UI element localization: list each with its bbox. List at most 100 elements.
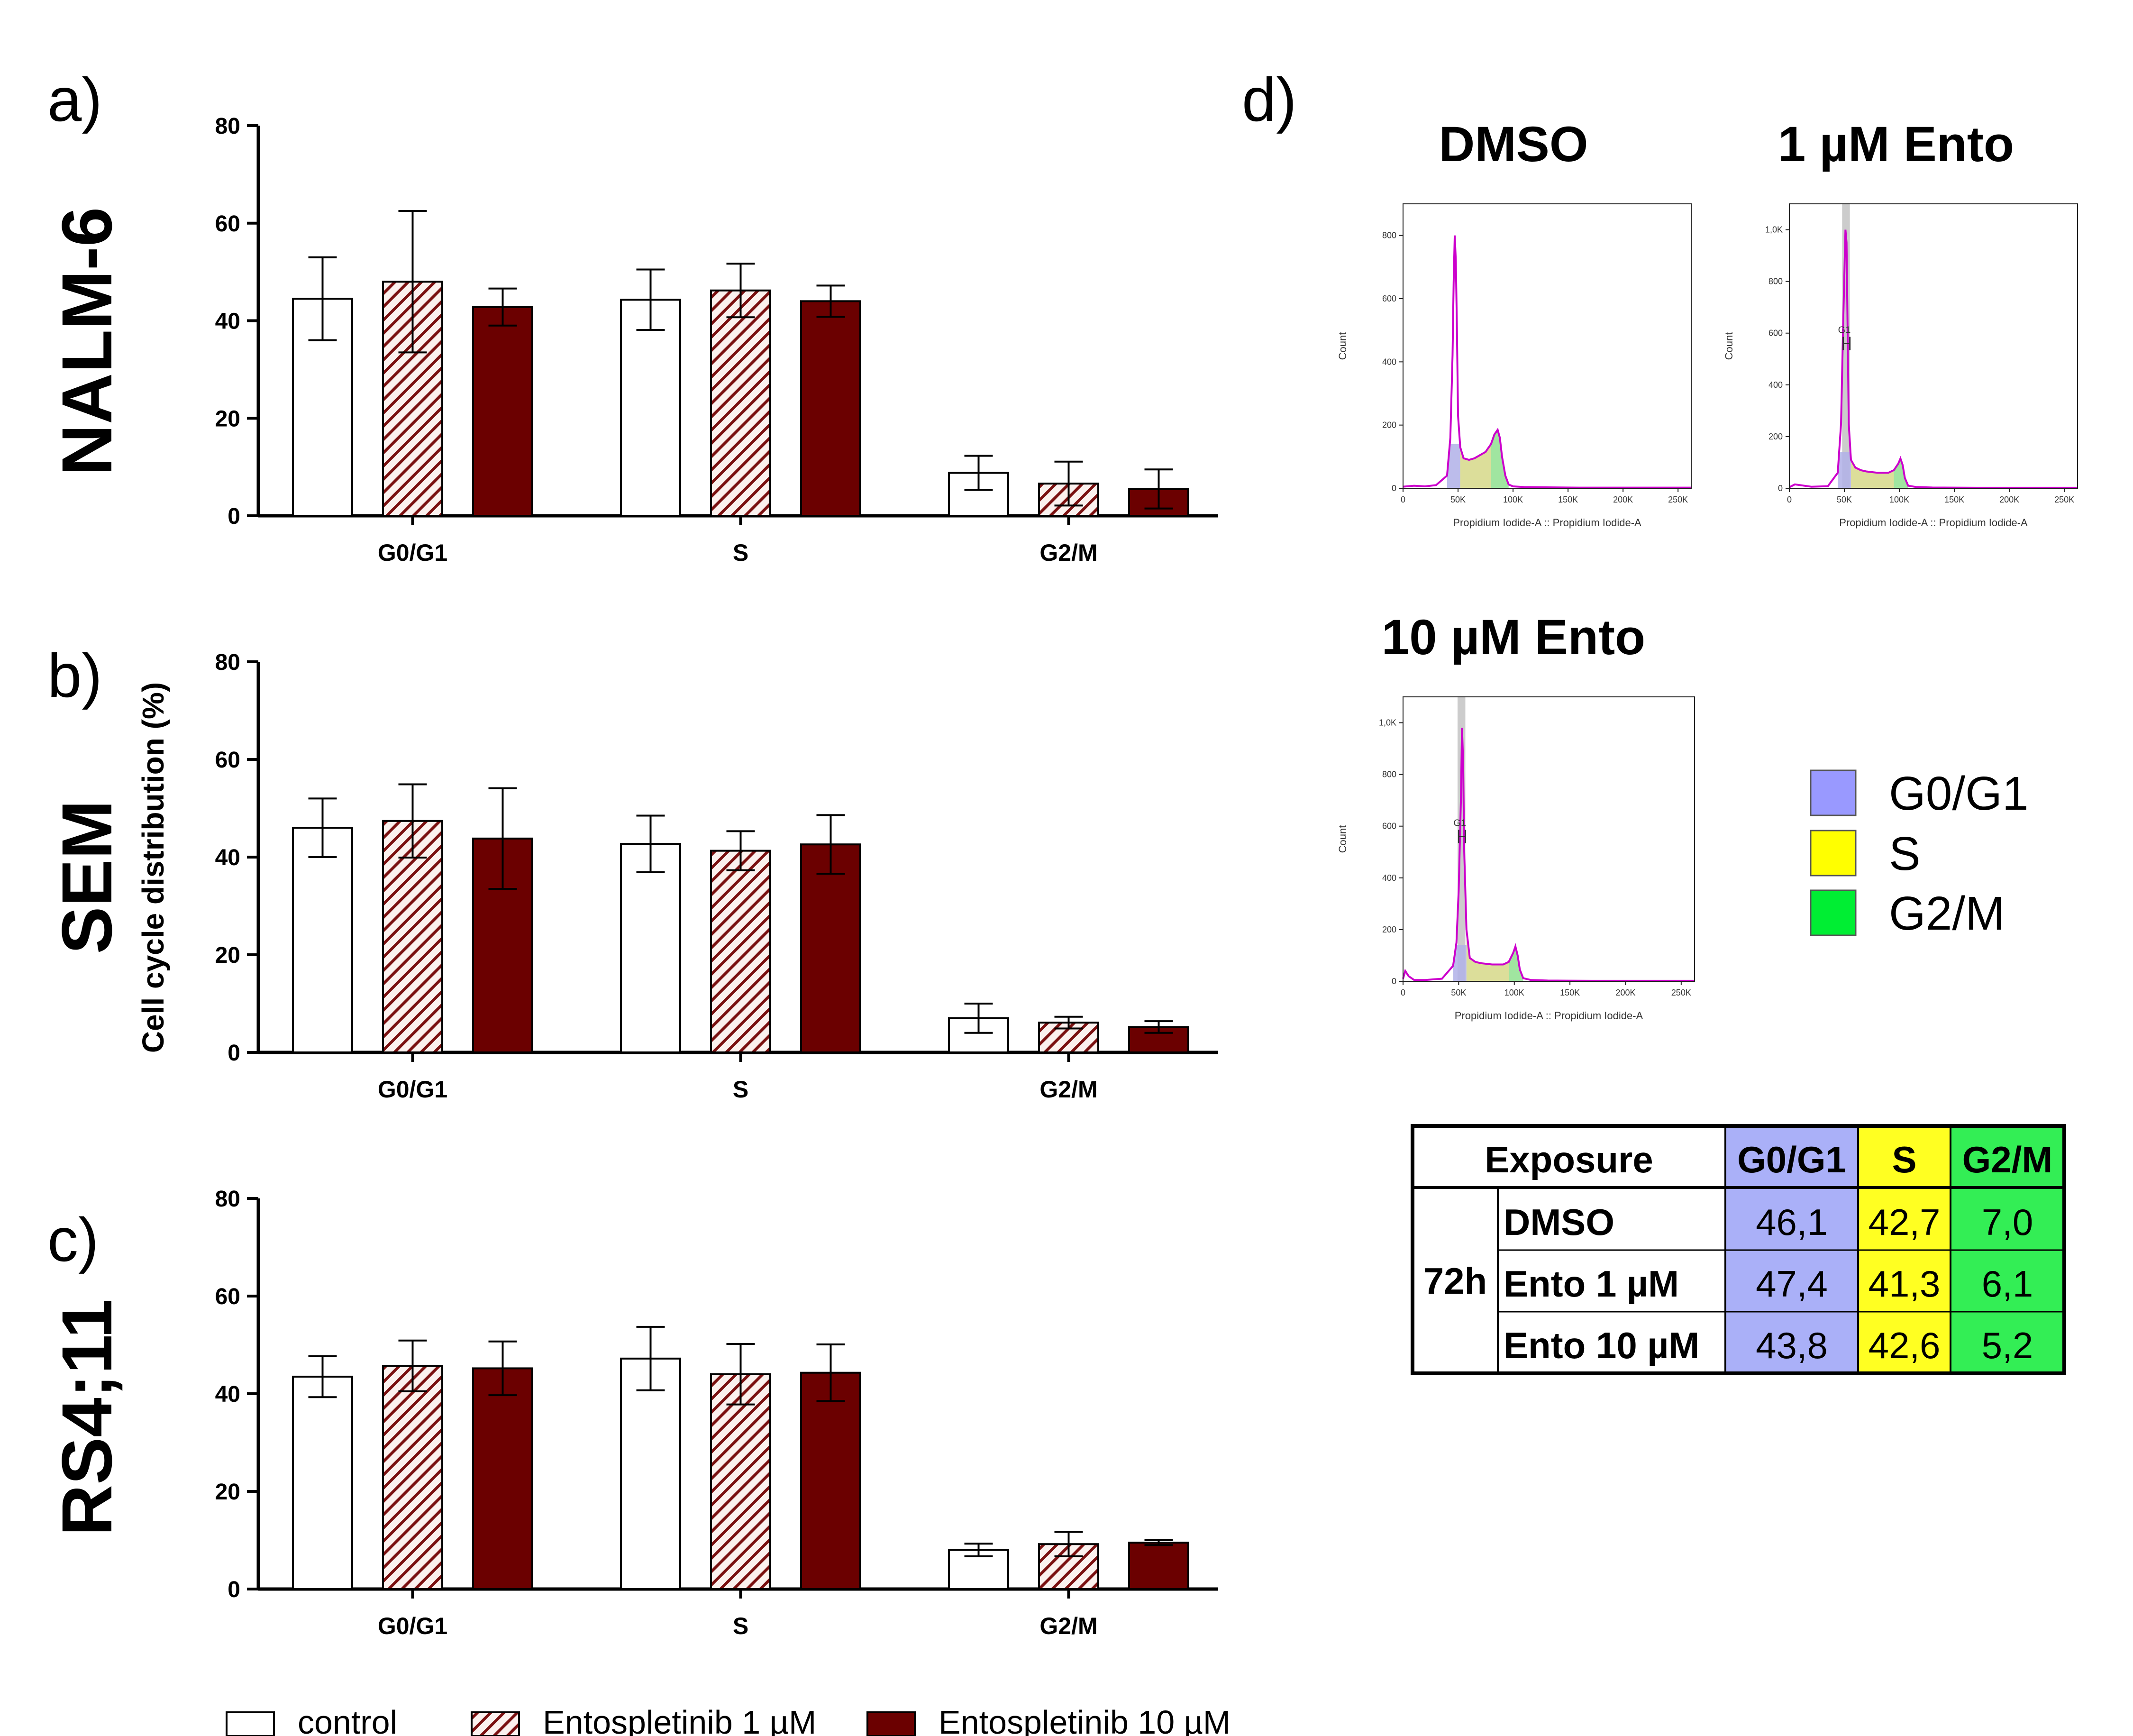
panel-letter-d: d) [1242, 65, 1297, 134]
bar [292, 827, 353, 1053]
bar [472, 1367, 533, 1590]
y-tick-label: 800 [1382, 770, 1396, 779]
bar [800, 843, 861, 1053]
histogram-trace [1403, 235, 1691, 489]
y-tick-label: 40 [215, 309, 240, 334]
x-axis-label: Propidium Iodide-A :: Propidium Iodide-A [1455, 1010, 1643, 1022]
histogram-title: DMSO [1439, 117, 1588, 172]
histogram-1um-ento: 1 µM Ento 0 50K 100K 150K 200K 250K 0 200 400 600 8… [1723, 117, 2078, 529]
cell-line-sem: SEM [47, 800, 127, 954]
y-axis-label: Count [1337, 825, 1349, 853]
bar [382, 820, 443, 1054]
table-row-label: DMSO [1504, 1201, 1614, 1243]
legend-label: control [298, 1704, 397, 1736]
category-label: G0/G1 [378, 1076, 447, 1103]
x-tick-label: 0 [1401, 495, 1405, 504]
bar [710, 289, 771, 517]
category-label: S [733, 1613, 748, 1639]
histogram-title: 1 µM Ento [1778, 117, 2014, 172]
table-cell: 47,4 [1756, 1263, 1828, 1305]
table-cell: 43,8 [1756, 1325, 1828, 1366]
phase-fill [1460, 444, 1491, 488]
table-cell: 6,1 [1982, 1263, 2033, 1305]
y-tick-label: 80 [215, 114, 240, 139]
bar [800, 300, 861, 517]
y-tick-label: 200 [1768, 432, 1783, 441]
bar [710, 850, 771, 1053]
table-header: G2/M [1962, 1139, 2053, 1180]
table-row-label: Ento 1 µM [1504, 1263, 1679, 1305]
y-tick-label: 400 [1382, 357, 1396, 366]
table-cell: 42,6 [1869, 1325, 1941, 1366]
x-tick-label: 150K [1944, 495, 1964, 504]
x-tick-label: 100K [1503, 495, 1523, 504]
y-tick-label: 800 [1768, 277, 1783, 286]
category-label: G0/G1 [378, 1613, 447, 1639]
phase-fill [1466, 929, 1509, 981]
legend-swatch [226, 1711, 275, 1736]
panel-letter-c: c) [47, 1205, 99, 1274]
cell-line-rs411: RS4;11 [47, 1299, 127, 1536]
phase-swatch [1810, 830, 1857, 877]
y-tick-label: 0 [228, 504, 240, 529]
histogram-trace [1789, 229, 2078, 489]
y-tick-label: 60 [215, 748, 240, 773]
x-axis-label: Propidium Iodide-A :: Propidium Iodide-A [1839, 517, 2028, 529]
bar [948, 1549, 1009, 1590]
x-tick-label: 200K [1999, 495, 2019, 504]
y-axis-label: Count [1337, 332, 1349, 360]
plot-frame [1403, 696, 1695, 982]
histogram-10um-ento: 10 µM Ento 0 50K 100K 150K 200K 250K 0 200 400 600… [1337, 610, 1695, 1022]
phase-label: G2/M [1889, 887, 2005, 940]
panel-letter-b: b) [47, 641, 102, 710]
x-tick-label: 250K [1671, 988, 1691, 997]
y-tick-label: 0 [1778, 484, 1783, 493]
cell-line-nalm6: NALM-6 [47, 207, 127, 476]
y-tick-label: 400 [1382, 873, 1396, 883]
x-tick-label: 0 [1401, 988, 1405, 997]
bar [1128, 1026, 1189, 1053]
table-row-label: Ento 10 µM [1504, 1325, 1699, 1366]
plot-frame [1789, 203, 2078, 489]
bar [382, 1365, 443, 1590]
bar-chart-sem: 0 20 40 60 80 G0/G1 S G2/M [215, 650, 1218, 1103]
x-tick-label: 50K [1837, 495, 1852, 504]
category-label: G2/M [1039, 1076, 1097, 1103]
legend-swatch [866, 1711, 916, 1736]
bar [292, 1375, 353, 1590]
bar-legend: control Entospletinib 1 µM Entospletinib 1… [226, 1704, 1231, 1736]
bar [800, 1371, 861, 1590]
table-cell: 5,2 [1982, 1325, 2033, 1366]
y-tick-label: 0 [1392, 484, 1396, 493]
x-tick-label: 200K [1615, 988, 1635, 997]
x-tick-label: 100K [1889, 495, 1909, 504]
y-tick-label: 200 [1382, 925, 1396, 934]
x-tick-label: 0 [1787, 495, 1792, 504]
x-tick-label: 250K [2054, 495, 2074, 504]
y-tick-label: 60 [215, 1284, 240, 1309]
y-tick-label: 40 [215, 845, 240, 870]
bar-chart-nalm6: 0 20 40 60 80 G0/G1 S G2/M [215, 114, 1218, 566]
y-tick-label: 0 [1392, 977, 1396, 986]
y-tick-label: 600 [1768, 329, 1783, 338]
category-label: S [733, 1076, 748, 1103]
phase-fill [1453, 945, 1467, 981]
histogram-trace [1402, 728, 1695, 982]
table-cell: 42,7 [1869, 1201, 1941, 1243]
y-tick-label: 60 [215, 211, 240, 237]
phase-fill [1447, 444, 1460, 488]
phase-label: S [1889, 827, 1921, 880]
y-tick-label: 600 [1382, 822, 1396, 831]
phase-fill [1850, 460, 1894, 488]
table-cell: 7,0 [1982, 1201, 2033, 1243]
phase-legend: G0/G1 S G2/M [1810, 767, 2029, 940]
bar-chart-rs411: 0 20 40 60 80 G0/G1 S G2/M [215, 1187, 1218, 1639]
summary-table: Exposure G0/G1 S G2/M 72h DMSO 46,1 42,7 7,0 Ento… [1411, 1124, 2066, 1375]
category-label: G0/G1 [378, 539, 447, 566]
y-tick-label: 400 [1768, 380, 1783, 390]
phase-fill [1838, 452, 1851, 488]
y-tick-label: 0 [228, 1041, 240, 1066]
table-header: G0/G1 [1737, 1139, 1846, 1180]
histogram-title: 10 µM Ento [1382, 610, 1645, 665]
